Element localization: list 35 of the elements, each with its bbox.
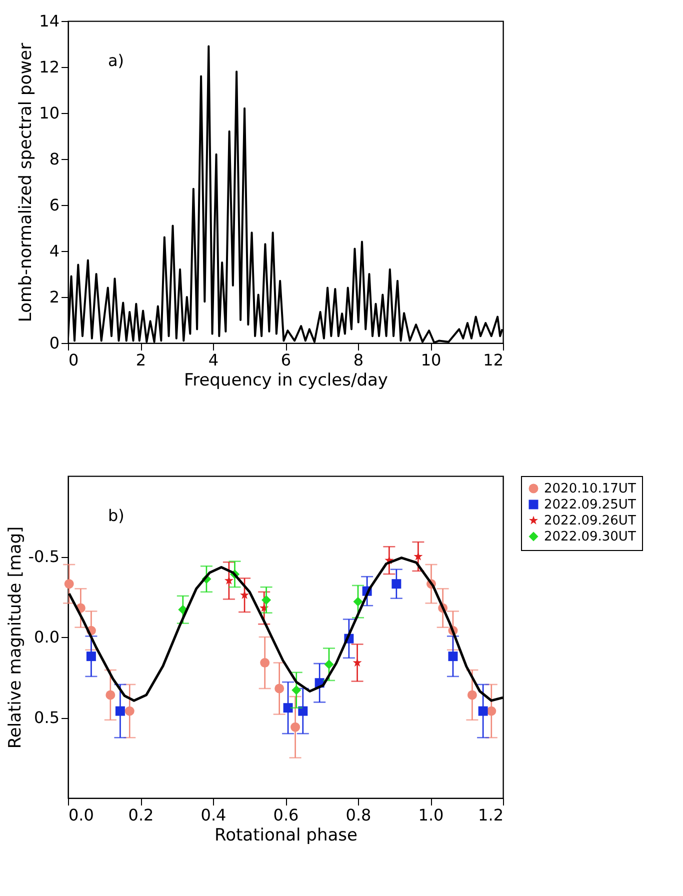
annotation: b)	[108, 506, 124, 525]
x-axis-title: Frequency in cycles/day	[184, 370, 388, 390]
x-tick-label: 0.0	[68, 806, 94, 824]
y-axis-title: Lomb-normalized spectral power	[16, 42, 36, 322]
y-axis-title: Relative magnitude [mag]	[5, 526, 26, 749]
x-tick-label: 2	[136, 350, 146, 370]
y-tick-label: 6	[49, 196, 60, 214]
y-tick-label: 4	[49, 242, 60, 260]
x-tick-label: 0.6	[273, 806, 299, 824]
x-tick-label: 0.4	[200, 806, 226, 824]
x-axis-title: Rotational phase	[214, 826, 358, 846]
y-tick-label: 14	[39, 12, 60, 30]
legend-label: 2022.09.26UT	[544, 514, 636, 528]
x-tick-label: 10	[420, 350, 442, 370]
x-tick-label: 6	[280, 350, 292, 370]
x-tick-label: 1.0	[418, 806, 444, 824]
x-tick-label: 0	[68, 350, 79, 370]
legend-label: 2022.09.25UT	[544, 498, 636, 512]
y-tick-label: 0	[49, 334, 60, 352]
y-tick-label: 0.0	[34, 628, 60, 646]
legend-label: 2020.10.17UT	[544, 482, 636, 496]
y-tick-label: 8	[49, 150, 60, 168]
x-tick-label: 0.8	[346, 806, 372, 824]
x-tick-label: 4	[208, 350, 219, 370]
x-tick-label: 12	[483, 350, 504, 370]
y-tick-label: 10	[39, 104, 60, 122]
y-tick-label: 2	[49, 288, 60, 306]
y-tick-label: 12	[39, 58, 60, 76]
legend-label: 2022.09.30UT	[544, 530, 636, 544]
y-tick-label: 0.5	[34, 708, 60, 727]
annotation: a)	[108, 51, 124, 70]
y-tick-label: -0.5	[28, 547, 60, 566]
x-tick-label: 8	[353, 350, 364, 370]
x-tick-label: 1.2	[478, 806, 504, 824]
x-tick-label: 0.2	[128, 806, 154, 824]
